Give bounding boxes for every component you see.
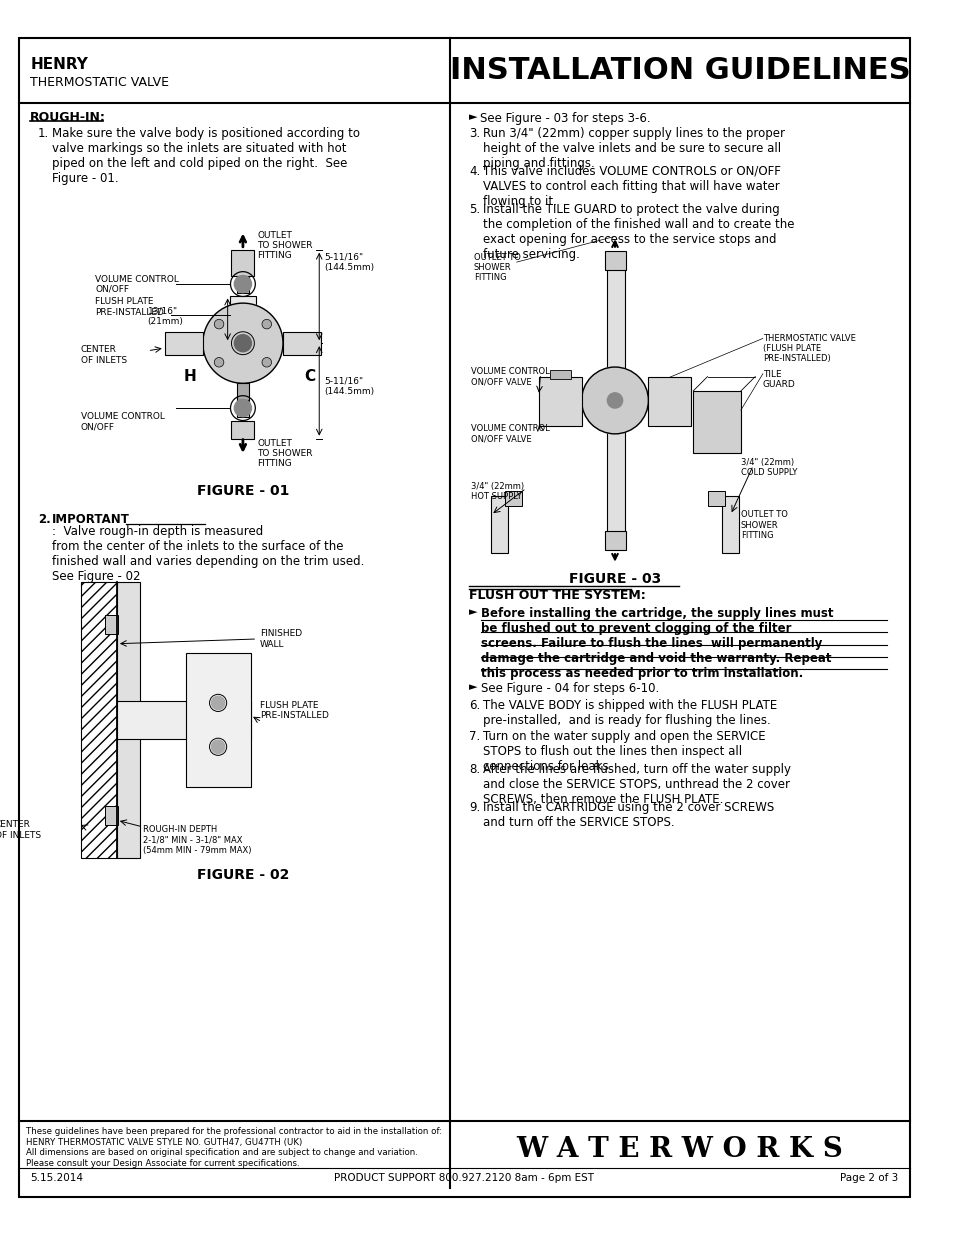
Text: CENTER
OF INLETS: CENTER OF INLETS	[0, 820, 41, 840]
Bar	[237, 400, 249, 416]
Bar	[105, 806, 118, 825]
Text: After the lines are flushed, turn off the water supply
and close the SERVICE STO: After the lines are flushed, turn off th…	[483, 763, 790, 806]
Text: W A T E R W O R K S: W A T E R W O R K S	[516, 1136, 842, 1163]
Bar	[721, 496, 739, 553]
Text: Page 2 of 3: Page 2 of 3	[840, 1173, 898, 1183]
Text: Install the CARTRIDGE using the 2 cover SCREWS
and turn off the SERVICE STOPS.: Install the CARTRIDGE using the 2 cover …	[483, 802, 774, 829]
Text: OUTLET TO
SHOWER
FITTING: OUTLET TO SHOWER FITTING	[474, 253, 520, 283]
Text: 8.: 8.	[469, 763, 479, 776]
Bar	[186, 653, 251, 787]
Text: FLUSH PLATE
PRE-INSTALLED: FLUSH PLATE PRE-INSTALLED	[260, 701, 329, 720]
Text: 7.: 7.	[469, 730, 479, 742]
Text: Before installing the cartridge, the supply lines must
be flushed out to prevent: Before installing the cartridge, the sup…	[481, 608, 833, 680]
Bar	[230, 295, 256, 343]
Circle shape	[234, 275, 252, 293]
Circle shape	[212, 697, 225, 710]
Text: FINISHED
WALL: FINISHED WALL	[260, 630, 302, 648]
Text: 5.: 5.	[469, 203, 479, 216]
Text: THERMOSTATIC VALVE
(FLUSH PLATE
PRE-INSTALLED): THERMOSTATIC VALVE (FLUSH PLATE PRE-INST…	[762, 333, 855, 363]
Text: CENTER
OF INLETS: CENTER OF INLETS	[81, 345, 127, 364]
Text: FLUSH PLATE
PRE-INSTALLED: FLUSH PLATE PRE-INSTALLED	[95, 298, 164, 317]
Text: This valve includes VOLUME CONTROLS or ON/OFF
VALVES to control each fitting tha: This valve includes VOLUME CONTROLS or O…	[483, 164, 781, 207]
Circle shape	[215, 358, 223, 366]
Text: VOLUME CONTROL
ON/OFF: VOLUME CONTROL ON/OFF	[81, 412, 165, 431]
Circle shape	[234, 335, 252, 352]
Bar	[538, 377, 581, 426]
Text: HENRY: HENRY	[30, 57, 88, 72]
Text: OUTLET TO
SHOWER
FITTING: OUTLET TO SHOWER FITTING	[740, 510, 787, 540]
Text: 6.: 6.	[469, 699, 479, 713]
Text: INSTALLATION GUIDELINES: INSTALLATION GUIDELINES	[449, 56, 909, 85]
Text: TILE
GUARD: TILE GUARD	[762, 370, 795, 389]
Text: 5-11/16"
(144.5mm): 5-11/16" (144.5mm)	[324, 253, 374, 272]
Text: OUTLET
TO SHOWER
FITTING: OUTLET TO SHOWER FITTING	[257, 438, 313, 468]
Text: Make sure the valve body is positioned according to
valve markings so the inlets: Make sure the valve body is positioned a…	[52, 127, 359, 185]
Text: VOLUME CONTROL
ON/OFF: VOLUME CONTROL ON/OFF	[95, 274, 179, 294]
Text: 1.: 1.	[38, 127, 49, 140]
Bar	[605, 251, 626, 269]
Text: 2.: 2.	[38, 513, 51, 526]
Text: See Figure - 04 for steps 6-10.: See Figure - 04 for steps 6-10.	[481, 682, 659, 695]
Text: Run 3/4" (22mm) copper supply lines to the proper
height of the valve inlets and: Run 3/4" (22mm) copper supply lines to t…	[483, 127, 784, 169]
Circle shape	[215, 320, 223, 329]
Text: 9.: 9.	[469, 802, 479, 814]
Bar	[491, 496, 508, 553]
Bar	[117, 582, 140, 858]
Text: C: C	[304, 369, 314, 384]
Text: THERMOSTATIC VALVE: THERMOSTATIC VALVE	[30, 77, 169, 89]
Text: VOLUME CONTROL
ON/OFF VALVE: VOLUME CONTROL ON/OFF VALVE	[471, 425, 549, 443]
Text: 5.15.2014: 5.15.2014	[30, 1173, 83, 1183]
Bar	[117, 701, 251, 739]
Text: H: H	[184, 369, 196, 384]
Text: OUTLET
TO SHOWER
FITTING: OUTLET TO SHOWER FITTING	[257, 231, 313, 261]
Text: ►: ►	[469, 112, 477, 122]
Circle shape	[607, 393, 622, 408]
Bar	[693, 391, 740, 453]
Bar	[232, 249, 254, 277]
Bar	[237, 383, 249, 400]
Bar	[550, 370, 571, 379]
Text: FIGURE - 01: FIGURE - 01	[196, 484, 289, 499]
Text: 3/4" (22mm)
COLD SUPPLY: 3/4" (22mm) COLD SUPPLY	[740, 458, 797, 477]
Text: IMPORTANT: IMPORTANT	[52, 513, 130, 526]
Bar	[707, 492, 724, 506]
Text: Install the TILE GUARD to protect the valve during
the completion of the finishe: Install the TILE GUARD to protect the va…	[483, 203, 794, 261]
Circle shape	[263, 320, 271, 329]
Circle shape	[263, 358, 271, 366]
Text: ►: ►	[469, 608, 477, 618]
Text: These guidelines have been prepared for the professional contractor to aid in th: These guidelines have been prepared for …	[27, 1128, 442, 1167]
Circle shape	[212, 740, 225, 753]
Bar	[165, 332, 203, 354]
Text: ►: ►	[469, 682, 477, 692]
Bar	[283, 332, 321, 354]
Text: 13/16"
(21mm): 13/16" (21mm)	[148, 308, 183, 326]
Bar	[605, 531, 626, 551]
Text: ROUGH-IN DEPTH
2-1/8" MIN - 3-1/8" MAX
(54mm MIN - 79mm MAX): ROUGH-IN DEPTH 2-1/8" MIN - 3-1/8" MAX (…	[143, 825, 251, 855]
Bar	[607, 253, 624, 548]
Text: FIGURE - 03: FIGURE - 03	[568, 572, 660, 587]
Bar	[105, 615, 118, 635]
Bar	[648, 377, 691, 426]
Bar	[232, 421, 254, 438]
Text: Turn on the water supply and open the SERVICE
STOPS to flush out the lines then : Turn on the water supply and open the SE…	[483, 730, 765, 773]
Circle shape	[581, 367, 648, 433]
Text: 3.: 3.	[469, 127, 479, 140]
Bar	[505, 492, 522, 506]
Bar	[237, 277, 249, 293]
Text: FIGURE - 02: FIGURE - 02	[196, 868, 289, 882]
Text: ROUGH-IN:: ROUGH-IN:	[30, 111, 106, 125]
Text: 3/4" (22mm)
HOT SUPPLY: 3/4" (22mm) HOT SUPPLY	[471, 482, 523, 501]
Text: :  Valve rough-in depth is measured
from the center of the inlets to the surface: : Valve rough-in depth is measured from …	[52, 525, 364, 583]
Text: VOLUME CONTROL
ON/OFF VALVE: VOLUME CONTROL ON/OFF VALVE	[471, 367, 549, 387]
Text: 4.: 4.	[469, 164, 479, 178]
Text: The VALVE BODY is shipped with the FLUSH PLATE
pre-installed,  and is ready for : The VALVE BODY is shipped with the FLUSH…	[483, 699, 777, 727]
Bar	[81, 582, 117, 858]
Text: FLUSH OUT THE SYSTEM:: FLUSH OUT THE SYSTEM:	[469, 589, 645, 603]
Text: PRODUCT SUPPORT 800.927.2120 8am - 6pm EST: PRODUCT SUPPORT 800.927.2120 8am - 6pm E…	[334, 1173, 594, 1183]
Text: 5-11/16"
(144.5mm): 5-11/16" (144.5mm)	[324, 377, 374, 396]
Circle shape	[203, 303, 283, 383]
Text: See Figure - 03 for steps 3-6.: See Figure - 03 for steps 3-6.	[480, 112, 650, 125]
Circle shape	[234, 399, 252, 416]
